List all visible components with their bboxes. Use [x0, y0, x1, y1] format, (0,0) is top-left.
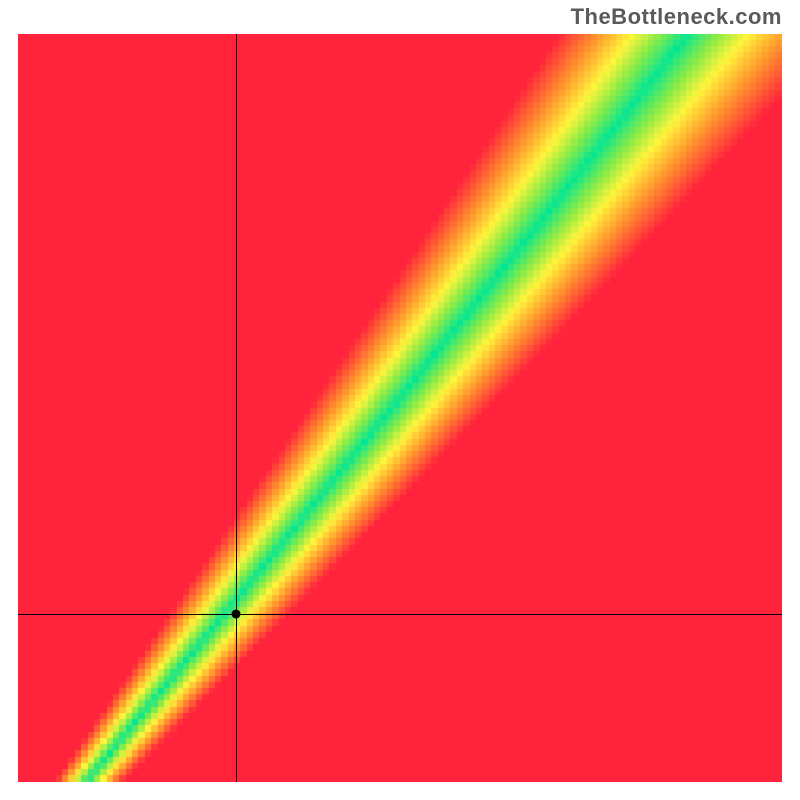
heatmap-plot [18, 34, 782, 782]
crosshair-vertical [236, 34, 237, 782]
watermark: TheBottleneck.com [571, 4, 782, 30]
crosshair-horizontal [18, 614, 782, 615]
data-point-marker [231, 609, 240, 618]
heatmap-canvas [18, 34, 782, 782]
